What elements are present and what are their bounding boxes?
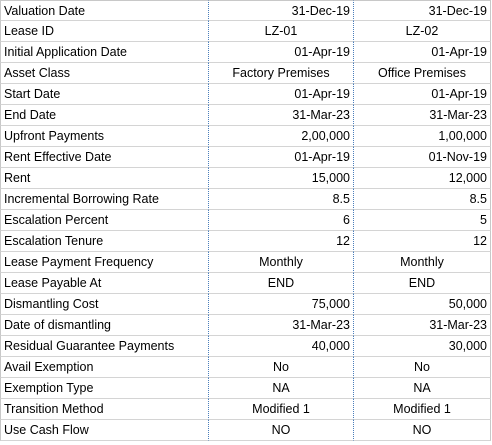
lease-02-value-cell[interactable]: Office Premises xyxy=(354,63,491,84)
table-row: Asset Class Factory Premises Office Premis… xyxy=(0,63,491,84)
row-label-cell[interactable]: Valuation Date xyxy=(0,0,209,21)
lease-01-value-cell[interactable]: Factory Premises xyxy=(209,63,354,84)
row-label-cell[interactable]: Transition Method xyxy=(0,399,209,420)
lease-02-value-cell[interactable]: LZ-02 xyxy=(354,21,491,42)
lease-01-value-cell[interactable]: 15,000 xyxy=(209,168,354,189)
row-label-cell[interactable]: Lease Payment Frequency xyxy=(0,252,209,273)
lease-02-value-cell[interactable]: 01-Apr-19 xyxy=(354,42,491,63)
table-row: Valuation Date 31-Dec-19 31-Dec-19 xyxy=(0,0,491,21)
lease-02-value-cell[interactable]: Modified 1 xyxy=(354,399,491,420)
lease-02-value-cell[interactable]: 8.5 xyxy=(354,189,491,210)
lease-01-value-cell[interactable]: 31-Dec-19 xyxy=(209,0,354,21)
lease-02-value-cell[interactable]: 50,000 xyxy=(354,294,491,315)
table-row: Transition Method Modified 1 Modified 1 xyxy=(0,399,491,420)
lease-02-value-cell[interactable]: Monthly xyxy=(354,252,491,273)
lease-02-value-cell[interactable]: 31-Mar-23 xyxy=(354,105,491,126)
table-row: Escalation Percent 6 5 xyxy=(0,210,491,231)
lease-02-value-cell[interactable]: 12 xyxy=(354,231,491,252)
row-label-cell[interactable]: Dismantling Cost xyxy=(0,294,209,315)
table-row: Lease Payable At END END xyxy=(0,273,491,294)
lease-01-value-cell[interactable]: 2,00,000 xyxy=(209,126,354,147)
lease-01-value-cell[interactable]: Monthly xyxy=(209,252,354,273)
table-row: Escalation Tenure 12 12 xyxy=(0,231,491,252)
row-label-cell[interactable]: Initial Application Date xyxy=(0,42,209,63)
table-row: Residual Guarantee Payments 40,000 30,000 xyxy=(0,336,491,357)
table-row: Date of dismantling 31-Mar-23 31-Mar-23 xyxy=(0,315,491,336)
lease-02-value-cell[interactable]: 01-Apr-19 xyxy=(354,84,491,105)
row-label-cell[interactable]: Start Date xyxy=(0,84,209,105)
table-row: Lease ID LZ-01 LZ-02 xyxy=(0,21,491,42)
row-label-cell[interactable]: Rent xyxy=(0,168,209,189)
lease-02-value-cell[interactable]: NA xyxy=(354,378,491,399)
lease-01-value-cell[interactable]: NO xyxy=(209,420,354,441)
lease-01-value-cell[interactable]: 40,000 xyxy=(209,336,354,357)
table-row: Incremental Borrowing Rate 8.5 8.5 xyxy=(0,189,491,210)
table-row: Start Date 01-Apr-19 01-Apr-19 xyxy=(0,84,491,105)
table-row: End Date 31-Mar-23 31-Mar-23 xyxy=(0,105,491,126)
row-label-cell[interactable]: Lease ID xyxy=(0,21,209,42)
lease-01-value-cell[interactable]: No xyxy=(209,357,354,378)
table-row: Exemption Type NA NA xyxy=(0,378,491,399)
lease-01-value-cell[interactable]: 31-Mar-23 xyxy=(209,315,354,336)
lease-01-value-cell[interactable]: 8.5 xyxy=(209,189,354,210)
row-label-cell[interactable]: Rent Effective Date xyxy=(0,147,209,168)
row-label-cell[interactable]: Upfront Payments xyxy=(0,126,209,147)
row-label-cell[interactable]: Use Cash Flow xyxy=(0,420,209,441)
lease-02-value-cell[interactable]: 5 xyxy=(354,210,491,231)
lease-02-value-cell[interactable]: NO xyxy=(354,420,491,441)
row-label-cell[interactable]: Lease Payable At xyxy=(0,273,209,294)
lease-01-value-cell[interactable]: 12 xyxy=(209,231,354,252)
row-label-cell[interactable]: Escalation Percent xyxy=(0,210,209,231)
lease-01-value-cell[interactable]: END xyxy=(209,273,354,294)
lease-01-value-cell[interactable]: 75,000 xyxy=(209,294,354,315)
lease-01-value-cell[interactable]: 01-Apr-19 xyxy=(209,84,354,105)
lease-01-value-cell[interactable]: LZ-01 xyxy=(209,21,354,42)
table-row: Avail Exemption No No xyxy=(0,357,491,378)
row-label-cell[interactable]: Avail Exemption xyxy=(0,357,209,378)
row-label-cell[interactable]: Asset Class xyxy=(0,63,209,84)
lease-02-value-cell[interactable]: 12,000 xyxy=(354,168,491,189)
lease-01-value-cell[interactable]: 01-Apr-19 xyxy=(209,147,354,168)
lease-02-value-cell[interactable]: 30,000 xyxy=(354,336,491,357)
table-row: Initial Application Date 01-Apr-19 01-Apr-… xyxy=(0,42,491,63)
table-row: Use Cash Flow NO NO xyxy=(0,420,491,441)
row-label-cell[interactable]: End Date xyxy=(0,105,209,126)
lease-02-value-cell[interactable]: 31-Dec-19 xyxy=(354,0,491,21)
lease-01-value-cell[interactable]: 31-Mar-23 xyxy=(209,105,354,126)
lease-01-value-cell[interactable]: 01-Apr-19 xyxy=(209,42,354,63)
lease-01-value-cell[interactable]: 6 xyxy=(209,210,354,231)
lease-02-value-cell[interactable]: 1,00,000 xyxy=(354,126,491,147)
table-row: Lease Payment Frequency Monthly Monthly xyxy=(0,252,491,273)
table-row: Rent Effective Date 01-Apr-19 01-Nov-19 xyxy=(0,147,491,168)
lease-01-value-cell[interactable]: NA xyxy=(209,378,354,399)
table-row: Rent 15,000 12,000 xyxy=(0,168,491,189)
lease-02-value-cell[interactable]: END xyxy=(354,273,491,294)
row-label-cell[interactable]: Escalation Tenure xyxy=(0,231,209,252)
lease-02-value-cell[interactable]: 31-Mar-23 xyxy=(354,315,491,336)
table-row: Upfront Payments 2,00,000 1,00,000 xyxy=(0,126,491,147)
row-label-cell[interactable]: Exemption Type xyxy=(0,378,209,399)
row-label-cell[interactable]: Date of dismantling xyxy=(0,315,209,336)
table-row: Dismantling Cost 75,000 50,000 xyxy=(0,294,491,315)
row-label-cell[interactable]: Residual Guarantee Payments xyxy=(0,336,209,357)
lease-02-value-cell[interactable]: 01-Nov-19 xyxy=(354,147,491,168)
row-label-cell[interactable]: Incremental Borrowing Rate xyxy=(0,189,209,210)
lease-02-value-cell[interactable]: No xyxy=(354,357,491,378)
lease-01-value-cell[interactable]: Modified 1 xyxy=(209,399,354,420)
